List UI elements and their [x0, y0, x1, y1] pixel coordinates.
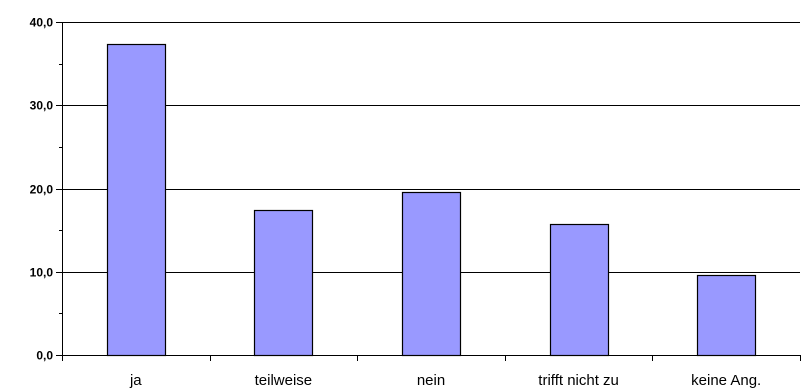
bars [106, 43, 757, 357]
axes [56, 22, 801, 361]
bar [401, 191, 462, 357]
x-tick-label: trifft nicht zu [538, 372, 619, 389]
y-tick-label: 30,0 [30, 99, 54, 113]
x-tick-label: keine Ang. [691, 372, 761, 389]
y-tick-label: 10,0 [30, 266, 54, 280]
x-tick-label: ja [129, 372, 142, 389]
y-tick-label: 40,0 [30, 16, 54, 30]
y-tick-label: 0,0 [36, 349, 53, 363]
x-tick-labels: ja teilweise nein trifft nicht zu keine Ang. [129, 372, 761, 389]
y-tick-label: 20,0 [30, 183, 54, 197]
bar [253, 209, 314, 357]
bar [696, 274, 757, 357]
x-tick-label: nein [417, 372, 445, 389]
y-tick-labels: 0,0 10,0 20,0 30,0 40,0 [30, 16, 54, 363]
x-tick-label: teilweise [255, 372, 313, 389]
bar [106, 43, 167, 357]
bar [549, 223, 610, 357]
